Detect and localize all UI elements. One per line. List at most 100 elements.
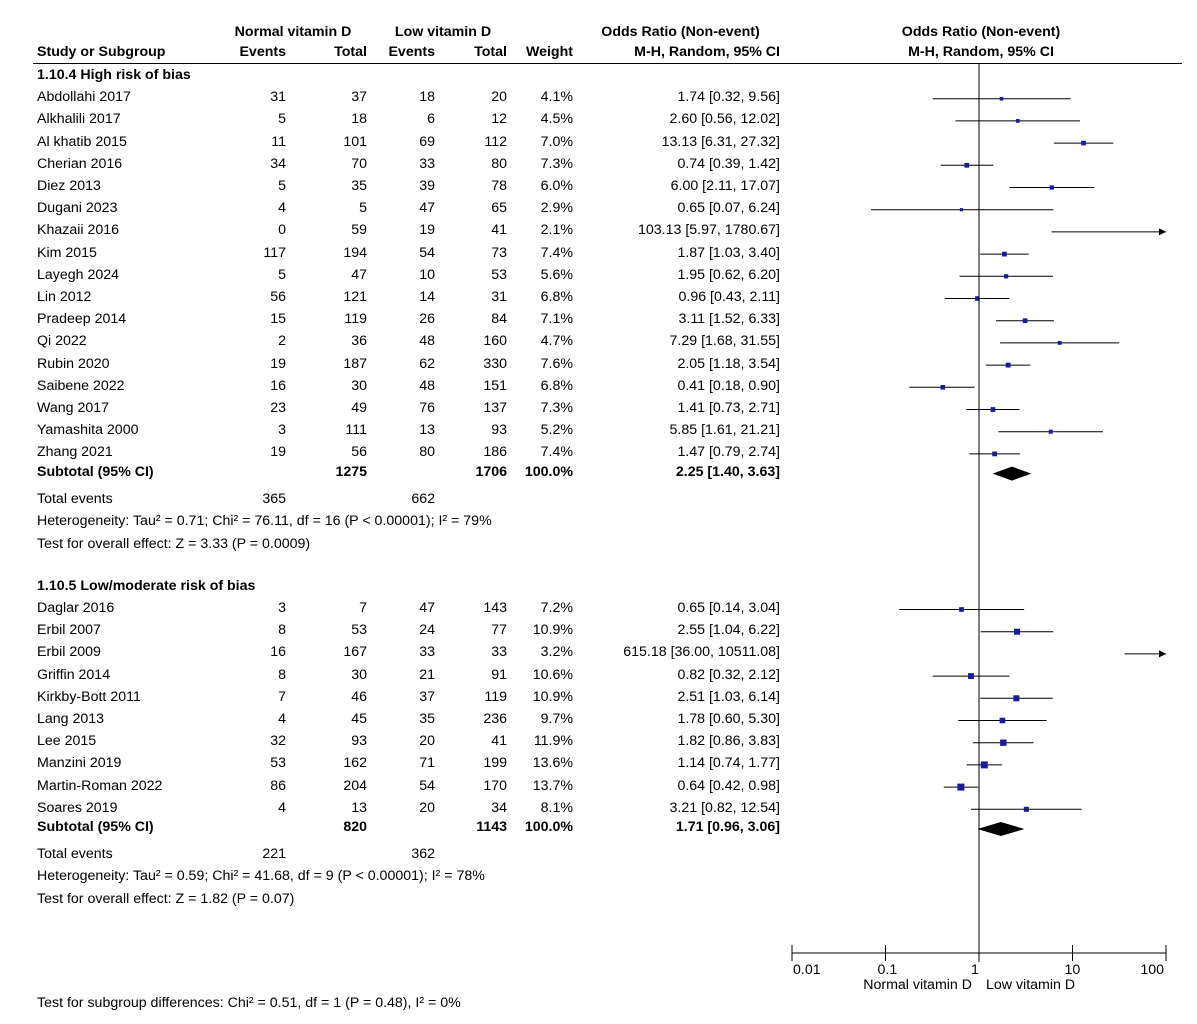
weight-cell: 7.0% bbox=[540, 133, 573, 150]
study-name: Wang 2017 bbox=[37, 400, 110, 416]
weight-cell: 3.2% bbox=[540, 644, 573, 661]
total1-cell: 93 bbox=[351, 733, 367, 750]
total2-cell: 137 bbox=[483, 400, 507, 416]
weight-cell: 7.1% bbox=[540, 311, 573, 328]
point-estimate-square bbox=[1049, 185, 1054, 190]
events2-cell: 54 bbox=[419, 244, 435, 261]
total2-cell: 151 bbox=[483, 377, 507, 394]
subtotal-or: 1.71 [0.96, 3.06] bbox=[675, 819, 780, 835]
study-name: Erbil 2007 bbox=[37, 622, 101, 639]
or-cell: 2.60 [0.56, 12.02] bbox=[669, 111, 780, 128]
total2-cell: 199 bbox=[483, 755, 507, 772]
or-cell: 0.82 [0.32, 2.12] bbox=[677, 666, 780, 683]
point-estimate-square bbox=[992, 451, 998, 457]
weight-cell: 4.5% bbox=[540, 111, 573, 128]
total1-cell: 7 bbox=[359, 600, 367, 616]
weight-cell: 13.7% bbox=[532, 777, 573, 794]
point-estimate-square bbox=[999, 717, 1006, 724]
point-estimate-square bbox=[940, 385, 946, 390]
study-name: Qi 2022 bbox=[37, 333, 87, 350]
total2-cell: 73 bbox=[491, 244, 507, 261]
total2-cell: 143 bbox=[483, 600, 507, 616]
or-cell: 1.74 [0.32, 9.56] bbox=[677, 89, 780, 106]
study-name: Zhang 2021 bbox=[37, 444, 113, 461]
point-estimate-square bbox=[980, 761, 988, 769]
total2-cell: 12 bbox=[491, 111, 507, 128]
group2-header: Low vitamin D bbox=[394, 24, 492, 40]
or-cell: 1.95 [0.62, 6.20] bbox=[677, 266, 780, 283]
events2-cell: 47 bbox=[419, 600, 435, 616]
point-estimate-square bbox=[1081, 140, 1086, 146]
events1-cell: 19 bbox=[270, 444, 286, 461]
weight-cell: 6.8% bbox=[540, 377, 573, 394]
events2-cell: 48 bbox=[419, 377, 435, 394]
overall-effect-text: Test for overall effect: Z = 1.82 (P = 0… bbox=[37, 891, 295, 908]
point-estimate-square bbox=[1000, 739, 1007, 746]
events2-cell: 39 bbox=[419, 178, 435, 194]
events2-cell: 80 bbox=[419, 444, 435, 461]
group1-header: Normal vitamin D bbox=[234, 24, 352, 40]
total2-cell: 236 bbox=[483, 711, 507, 727]
total1-header: Total bbox=[334, 44, 367, 60]
events1-cell: 5 bbox=[278, 111, 286, 128]
events1-cell: 3 bbox=[278, 600, 286, 616]
total2-cell: 34 bbox=[491, 799, 507, 816]
weight-cell: 5.6% bbox=[540, 266, 573, 283]
total2-header: Total bbox=[474, 44, 507, 60]
or-cell: 103.13 [5.97, 1780.67] bbox=[638, 222, 780, 239]
subtotal-total1: 820 bbox=[343, 819, 367, 835]
events1-cell: 4 bbox=[278, 711, 286, 727]
point-estimate-square bbox=[1014, 628, 1021, 635]
subtotal-total2: 1143 bbox=[476, 819, 507, 835]
total1-cell: 56 bbox=[351, 444, 367, 461]
weight-cell: 10.9% bbox=[532, 622, 573, 639]
events1-cell: 31 bbox=[270, 89, 286, 106]
events2-cell: 33 bbox=[419, 644, 435, 661]
study-name: Griffin 2014 bbox=[37, 666, 111, 683]
events1-cell: 32 bbox=[270, 733, 286, 750]
events2-cell: 20 bbox=[419, 799, 435, 816]
total1-cell: 30 bbox=[351, 666, 367, 683]
or-cell: 1.41 [0.73, 2.71] bbox=[677, 400, 780, 416]
events2-cell: 14 bbox=[419, 289, 435, 305]
or-cell: 2.05 [1.18, 3.54] bbox=[677, 355, 780, 372]
study-name: Abdollahi 2017 bbox=[37, 89, 131, 106]
subtotal-total2: 1706 bbox=[475, 463, 507, 480]
weight-cell: 7.3% bbox=[540, 155, 573, 172]
or-cell: 0.65 [0.07, 6.24] bbox=[677, 200, 780, 217]
total1-cell: 45 bbox=[351, 711, 367, 727]
favours-left-label: Normal vitamin D bbox=[863, 977, 972, 993]
weight-cell: 8.1% bbox=[540, 799, 573, 816]
or-cell: 1.47 [0.79, 2.74] bbox=[677, 444, 780, 461]
events2-cell: 18 bbox=[419, 89, 435, 106]
events2-cell: 69 bbox=[419, 133, 435, 150]
events1-cell: 15 bbox=[270, 311, 286, 328]
study-name: Lin 2012 bbox=[37, 289, 92, 305]
events2-cell: 20 bbox=[419, 733, 435, 750]
or-cell: 0.74 [0.39, 1.42] bbox=[677, 155, 780, 172]
study-name: Kim 2015 bbox=[37, 244, 97, 261]
x-tick-label: 1 bbox=[971, 962, 979, 978]
total1-cell: 30 bbox=[351, 377, 367, 394]
total1-cell: 121 bbox=[343, 289, 367, 305]
weight-cell: 7.4% bbox=[540, 444, 573, 461]
or-cell: 1.87 [1.03, 3.40] bbox=[677, 244, 780, 261]
events1-cell: 56 bbox=[270, 289, 286, 305]
events2-cell: 37 bbox=[419, 688, 435, 705]
or-cell: 3.11 [1.52, 6.33] bbox=[678, 311, 781, 328]
events1-cell: 16 bbox=[270, 377, 286, 394]
weight-cell: 13.6% bbox=[532, 755, 573, 772]
total2-cell: 170 bbox=[483, 777, 507, 794]
weight-cell: 2.9% bbox=[540, 200, 573, 217]
events1-cell: 16 bbox=[270, 644, 286, 661]
events2-cell: 54 bbox=[419, 777, 435, 794]
point-estimate-square bbox=[967, 673, 974, 680]
or-cell: 0.64 [0.42, 0.98] bbox=[677, 777, 780, 794]
or-cell: 1.78 [0.60, 5.30] bbox=[677, 711, 780, 727]
total1-cell: 13 bbox=[351, 799, 367, 816]
total1-cell: 18 bbox=[351, 111, 367, 128]
events2-cell: 48 bbox=[419, 333, 435, 350]
events2-cell: 13 bbox=[419, 422, 435, 439]
events2-cell: 21 bbox=[419, 666, 435, 683]
total2-cell: 91 bbox=[491, 666, 507, 683]
